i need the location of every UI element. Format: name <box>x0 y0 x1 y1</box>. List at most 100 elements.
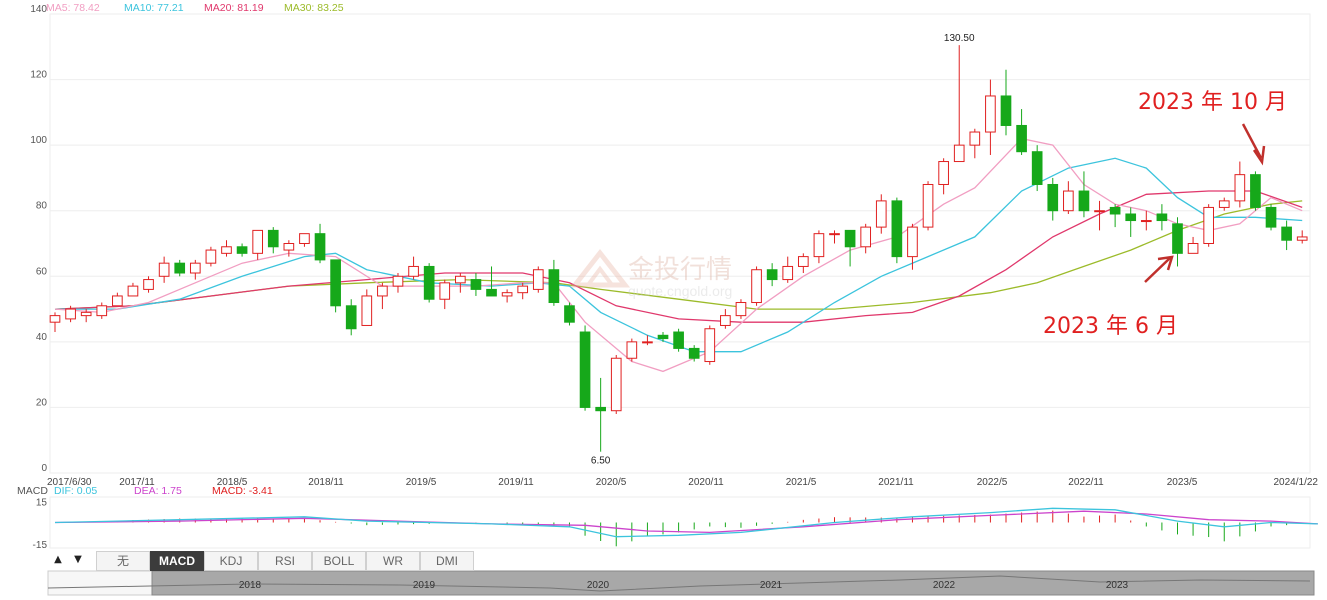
candle-body <box>875 200 887 228</box>
candle <box>1016 109 1027 155</box>
candle <box>267 227 279 254</box>
candle <box>704 325 716 365</box>
candle <box>361 289 373 326</box>
candle-body <box>408 265 419 277</box>
annotation-jun-2023: 2023 年 6 月 <box>1043 314 1178 339</box>
x-tick-label: 2021/11 <box>878 477 914 488</box>
navigator-year-label: 2018 <box>239 580 262 591</box>
candle-body <box>953 144 965 163</box>
candle <box>392 273 404 293</box>
candle-body <box>423 265 435 300</box>
candle <box>1203 204 1214 247</box>
candle-body <box>221 246 232 254</box>
candle <box>470 273 482 296</box>
candle-body <box>112 295 123 307</box>
annotation-arrow-oct <box>1241 123 1263 159</box>
candle <box>1094 200 1105 231</box>
candle-body <box>922 183 934 228</box>
candle <box>49 312 61 333</box>
tab-none[interactable]: 无 <box>96 551 150 571</box>
main-plot-frame <box>49 13 1311 474</box>
candle <box>283 240 295 257</box>
candle-body <box>688 347 700 359</box>
candle <box>1156 204 1168 231</box>
candle-body <box>361 295 373 326</box>
y-tick-label: 140 <box>30 4 47 15</box>
candle-body <box>158 262 170 277</box>
navigator-selection <box>151 570 1315 596</box>
y-tick-label: 120 <box>30 70 47 81</box>
candle-body <box>80 311 92 317</box>
tab-boll[interactable]: BOLL <box>312 551 366 571</box>
candle-body <box>1281 226 1292 241</box>
candle <box>96 302 108 319</box>
x-tick-label: 2022/5 <box>977 477 1008 488</box>
candle <box>205 246 217 267</box>
navigator-year-label: 2023 <box>1106 580 1129 591</box>
candle-body <box>205 249 217 264</box>
candle-body <box>330 259 341 307</box>
candle <box>158 256 170 283</box>
candle-body <box>1140 220 1152 223</box>
candle-body <box>267 229 279 248</box>
legend-entry: MA5: 78.42 <box>46 2 100 14</box>
candle <box>626 338 638 362</box>
candle <box>564 302 575 326</box>
candle-body <box>829 233 840 236</box>
x-tick-label: 2017/11 <box>119 477 155 488</box>
candle <box>1250 171 1261 211</box>
candle <box>439 279 451 310</box>
candle-body <box>532 269 544 290</box>
candle-body <box>782 265 794 281</box>
candle <box>610 354 622 414</box>
annotation-oct-2023: 2023 年 10 月 <box>1138 90 1287 115</box>
tab-macd[interactable]: MACD <box>150 551 204 571</box>
candle <box>844 229 856 267</box>
macd-legend-entry: DIF: 0.05 <box>54 485 97 497</box>
candle <box>1125 207 1137 237</box>
tab-wr[interactable]: WR <box>366 551 420 571</box>
candle-body <box>1094 210 1105 213</box>
candle-body <box>907 226 918 258</box>
candle-body <box>470 279 482 290</box>
candle <box>1109 204 1121 228</box>
candle <box>953 45 965 163</box>
candle-body <box>626 341 638 359</box>
candle-body <box>1296 236 1308 241</box>
candle-body <box>1234 174 1246 202</box>
candle <box>330 259 341 313</box>
candle <box>1218 197 1230 211</box>
y-tick-label: 20 <box>36 397 48 408</box>
candle-body <box>392 275 404 287</box>
candle-body <box>642 341 653 344</box>
scroll-up-button[interactable]: ▲ <box>54 554 62 565</box>
dif-line <box>54 507 1318 538</box>
candle-body <box>813 233 825 258</box>
candle <box>657 332 669 342</box>
candle <box>1187 236 1199 254</box>
navigator-year-label: 2021 <box>760 580 783 591</box>
candle-body <box>610 357 622 412</box>
candle <box>112 292 123 307</box>
candle-body <box>969 131 981 146</box>
candle <box>174 259 186 277</box>
candle-body <box>735 302 747 317</box>
tab-rsi[interactable]: RSI <box>258 551 312 571</box>
tab-dmi[interactable]: DMI <box>420 551 474 571</box>
tab-kdj[interactable]: KDJ <box>204 551 258 571</box>
candle <box>1063 181 1074 214</box>
candle-body <box>1000 95 1012 126</box>
candle-body <box>1016 124 1027 153</box>
candle <box>189 259 201 280</box>
candle-body <box>143 279 154 290</box>
candle-body <box>860 226 872 248</box>
candle-body <box>455 275 466 284</box>
candle <box>720 309 731 329</box>
candle <box>642 335 653 346</box>
scroll-down-button[interactable]: ▼ <box>74 554 82 565</box>
x-tick-label: 2017/6/30 <box>47 477 92 488</box>
candle <box>299 233 310 247</box>
navigator-year-label: 2022 <box>933 580 956 591</box>
